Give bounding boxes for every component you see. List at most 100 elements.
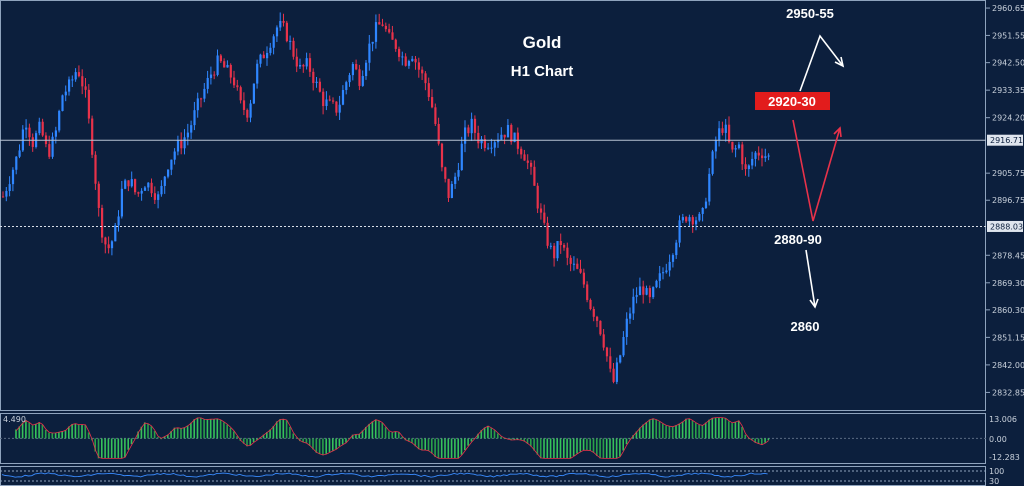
oscillator-bar — [675, 425, 677, 439]
oscillator-bar — [596, 438, 598, 456]
oscillator-bar — [391, 432, 393, 439]
oscillator-bar — [520, 438, 522, 441]
candle-body — [605, 347, 609, 357]
oscillator-bar — [150, 426, 153, 439]
candle-body — [642, 286, 645, 295]
oscillator-bar — [724, 418, 727, 439]
candle-body — [114, 225, 117, 242]
oscillator-bar — [615, 438, 618, 459]
oscillator-bar — [173, 427, 176, 439]
annotation-2880-90: 2880-90 — [774, 232, 822, 247]
red-v-path — [792, 119, 841, 222]
candle-body — [285, 22, 288, 42]
oscillator-bar — [21, 422, 24, 439]
candle-body — [381, 24, 384, 26]
oscillator-bar — [84, 424, 87, 439]
candle-body — [596, 316, 599, 321]
candle-body — [31, 137, 34, 147]
oscillator-bar — [117, 438, 120, 459]
candle-body — [384, 25, 387, 30]
candle-body — [94, 154, 97, 184]
candle-body — [559, 241, 562, 246]
oscillator-bar — [576, 438, 578, 454]
oscillator-bar — [731, 423, 733, 439]
oscillator-bar — [374, 419, 377, 439]
oscillator-bar — [658, 421, 661, 439]
oscillator-bar — [714, 417, 717, 439]
candle-body — [338, 104, 341, 113]
candle-body — [371, 41, 374, 44]
candle-body — [137, 192, 140, 194]
candle-body — [64, 91, 67, 96]
candle-body — [503, 134, 506, 138]
candle-body — [645, 288, 648, 295]
candle-body — [262, 54, 265, 59]
oscillator-bar — [421, 438, 423, 451]
chart-subtitle: H1 Chart — [511, 63, 574, 80]
candle-body — [97, 183, 100, 208]
oscillator-bar — [282, 419, 285, 439]
oscillator-bar — [110, 438, 113, 459]
price-tick-label: 2951.55 — [992, 31, 1024, 40]
candle-body — [440, 143, 444, 168]
chart-title: Gold — [523, 33, 562, 52]
oscillator-bar — [744, 434, 747, 439]
oscillator-bar — [543, 438, 545, 459]
candle-body — [170, 159, 173, 170]
oscillator-bar — [480, 430, 483, 439]
oscillator-bar — [262, 434, 265, 439]
oscillator-bar — [510, 438, 512, 441]
candle-body — [279, 20, 282, 28]
candle-body — [239, 87, 242, 101]
oscillator-bar — [140, 426, 143, 439]
oscillator-bar — [236, 436, 238, 439]
oscillator-bar — [411, 438, 413, 444]
candle-body — [424, 73, 427, 84]
oscillator-bar — [718, 417, 720, 439]
candle-body — [483, 139, 486, 148]
candle-body — [757, 152, 760, 156]
oscillator-bar — [747, 438, 750, 440]
candle-body — [467, 127, 470, 134]
candle-body — [328, 99, 331, 101]
oscillator-bar — [513, 438, 516, 440]
candle-body — [695, 220, 698, 225]
oscillator-bar — [203, 419, 205, 439]
candle-body — [510, 124, 513, 143]
oscillator-bar — [691, 420, 694, 439]
candle-body — [233, 77, 236, 86]
oscillator-bar — [592, 438, 595, 453]
oscillator-bar — [483, 427, 486, 439]
candle-body — [470, 118, 473, 134]
candle-body — [490, 147, 493, 149]
oscillator-bar — [665, 425, 667, 439]
oscillator-bar — [272, 425, 275, 439]
candle-body — [209, 74, 213, 78]
candle-body — [728, 124, 731, 142]
oscillator-bar — [741, 426, 743, 439]
candle-body — [751, 158, 754, 166]
candle-body — [196, 98, 199, 111]
candle-body — [186, 132, 189, 138]
candle-body — [305, 58, 308, 67]
candle-body — [2, 196, 5, 198]
oscillator-bar — [394, 431, 397, 439]
oscillator-bar — [652, 418, 654, 439]
oscillator-bar — [431, 438, 433, 454]
oscillator-bar — [698, 424, 700, 439]
oscillator-bar — [632, 435, 634, 439]
oscillator-bar — [120, 438, 123, 459]
candle-body — [473, 118, 477, 133]
oscillator-bar — [249, 438, 252, 446]
candle-body — [543, 212, 546, 223]
oscillator-bar — [285, 420, 288, 439]
candle-body — [48, 144, 51, 157]
candle-body — [398, 48, 401, 57]
oscillator-bar — [365, 426, 367, 439]
candle-body — [216, 55, 219, 75]
candle-body — [236, 85, 239, 88]
oscillator-bar — [256, 438, 258, 440]
candle-body — [454, 176, 457, 184]
